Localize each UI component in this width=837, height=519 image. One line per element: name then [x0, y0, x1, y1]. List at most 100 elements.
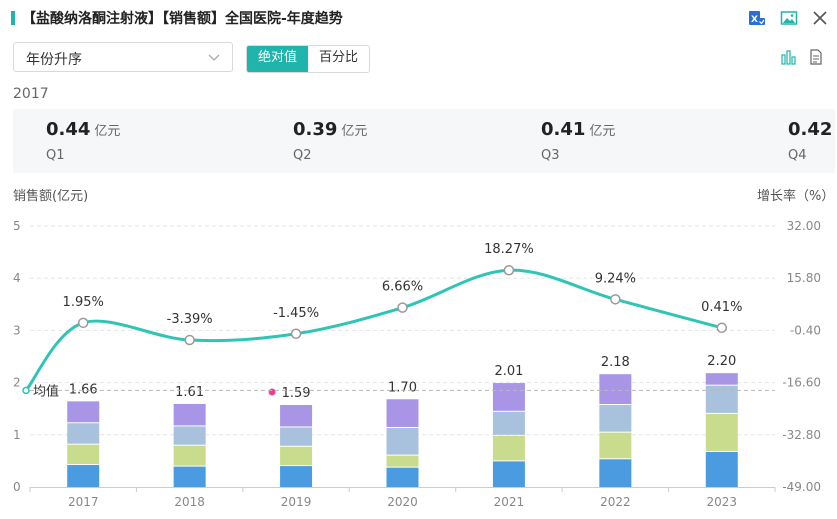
image-export-icon[interactable]	[780, 9, 798, 27]
chevron-down-icon	[208, 54, 220, 61]
bar-total-label: 1.70	[388, 380, 417, 395]
y-tick-label-right: -16.60	[782, 376, 821, 390]
bar-segment	[599, 374, 632, 405]
bar-segment	[280, 466, 313, 487]
table-view-icon[interactable]	[808, 49, 824, 65]
growth-point	[716, 322, 728, 334]
growth-point	[77, 317, 89, 329]
y-axis-title-right: 增长率（%）	[757, 189, 835, 204]
bar-segment	[492, 411, 525, 435]
quarter-stat-q4: 0.42亿元 Q4	[788, 119, 837, 163]
bar-total-label: 1.66	[69, 382, 98, 397]
bar-total-label: 2.18	[601, 355, 630, 370]
y-tick-label-left: 3	[13, 323, 21, 337]
bar-segment	[173, 466, 206, 487]
stat-value: 0.39	[293, 119, 338, 140]
y-tick-label-right: -0.40	[790, 323, 821, 337]
stat-label: Q4	[788, 148, 807, 163]
average-label: 均值	[33, 383, 59, 399]
stat-label: Q1	[46, 148, 65, 163]
stat-value: 0.41	[541, 119, 586, 140]
excel-export-icon[interactable]: X	[748, 9, 766, 27]
growth-rate-line	[24, 268, 723, 392]
y-tick-label-left: 4	[13, 271, 21, 285]
y-tick-label-right: -32.80	[782, 428, 821, 442]
bar-segment	[67, 444, 100, 465]
x-tick-label: 2022	[600, 495, 631, 509]
bar-total-label: 1.59	[282, 386, 311, 401]
y-axis-title-left: 销售额(亿元)	[13, 189, 89, 204]
stat-value: 0.42	[788, 119, 833, 140]
bar-total-label: 1.61	[175, 385, 204, 400]
growth-point	[503, 264, 515, 276]
growth-rate-label: -1.45%	[273, 306, 319, 321]
bar-segment	[705, 385, 738, 413]
stat-unit: 亿元	[341, 124, 368, 139]
bar-segment	[280, 446, 313, 466]
stat-unit: 亿元	[94, 124, 121, 139]
bar-chart-icon[interactable]	[781, 49, 797, 65]
marker-dot	[268, 388, 276, 396]
bar-segment	[280, 405, 313, 427]
bar-segment	[386, 427, 419, 455]
bar-segment	[599, 459, 632, 487]
y-tick-label-right: 15.80	[787, 271, 821, 285]
growth-rate-label: 1.95%	[63, 295, 104, 310]
summary-year: 2017	[13, 86, 49, 102]
stat-value: 0.44	[46, 119, 91, 140]
growth-rate-label: 0.41%	[701, 300, 742, 315]
bar-segment	[386, 455, 419, 467]
growth-rate-label: 18.27%	[484, 242, 534, 257]
growth-rate-label: 6.66%	[382, 280, 423, 295]
bar-segment	[67, 423, 100, 444]
bar-segment	[599, 405, 632, 432]
chart-title: 【盐酸纳洛酮注射液】【销售额】全国医院-年度趋势	[22, 11, 343, 27]
y-tick-label-right: -49.00	[782, 480, 821, 494]
quarter-stat-q2: 0.39 亿元 Q2	[293, 119, 368, 163]
bar-segment	[492, 383, 525, 411]
bar-segment	[67, 465, 100, 487]
bar-segment	[705, 451, 738, 487]
absolute-value-button[interactable]: 绝对值	[247, 46, 309, 72]
x-tick-label: 2019	[281, 495, 312, 509]
bar-segment	[705, 413, 738, 451]
growth-rate-label: 9.24%	[595, 271, 636, 286]
growth-point	[184, 334, 195, 346]
growth-point	[290, 328, 302, 340]
stat-label: Q3	[541, 148, 560, 163]
y-tick-label-left: 0	[13, 480, 21, 494]
bar-segment	[173, 403, 206, 426]
growth-point	[610, 294, 621, 305]
close-icon[interactable]	[811, 9, 829, 27]
stat-unit: 亿元	[589, 124, 616, 139]
bar-segment	[492, 435, 525, 461]
svg-text:X: X	[751, 15, 758, 25]
bar-total-label: 2.01	[494, 364, 523, 379]
y-tick-label-left: 1	[13, 428, 21, 442]
growth-point	[397, 302, 408, 313]
y-tick-label-left: 2	[13, 376, 21, 390]
bar-segment	[280, 427, 313, 446]
bar-segment	[173, 426, 206, 445]
percentage-button[interactable]: 百分比	[308, 46, 370, 72]
x-tick-label: 2018	[174, 495, 205, 509]
growth-line-start-point	[22, 386, 30, 395]
x-tick-label: 2017	[68, 495, 99, 509]
x-tick-label: 2020	[387, 495, 418, 509]
title-bar: 【盐酸纳洛酮注射液】【销售额】全国医院-年度趋势 X	[0, 0, 837, 36]
x-tick-label: 2021	[494, 495, 525, 509]
quarter-stat-q1: 0.44 亿元 Q1	[46, 119, 121, 163]
y-tick-label-right: 32.00	[787, 219, 821, 233]
quarter-stat-q3: 0.41 亿元 Q3	[541, 119, 616, 163]
bar-total-label: 2.20	[707, 354, 736, 369]
bar-segment	[386, 399, 419, 427]
stat-label: Q2	[293, 148, 312, 163]
bar-segment	[67, 401, 100, 423]
bar-segment	[492, 461, 525, 487]
sort-select[interactable]: 年份升序	[13, 42, 233, 72]
value-mode-toggle: 绝对值 百分比	[246, 45, 371, 73]
y-tick-label-left: 5	[13, 219, 21, 233]
x-tick-label: 2023	[707, 495, 738, 509]
title-accent-bar	[11, 11, 15, 25]
